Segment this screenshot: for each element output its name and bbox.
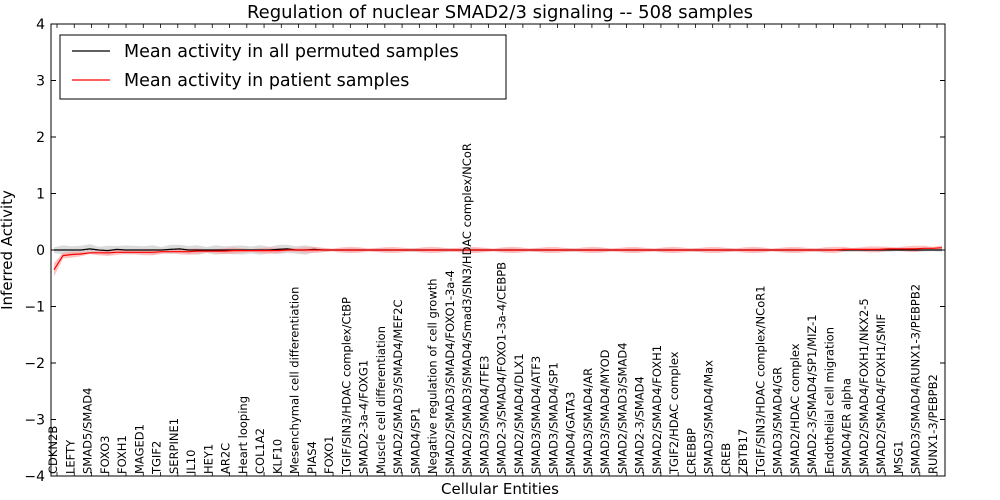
- y-tick-label: 1: [36, 187, 45, 203]
- entity-label: HEY1: [201, 444, 215, 474]
- legend-label-patient: Mean activity in patient samples: [124, 71, 409, 91]
- entity-label: FOXH1: [115, 435, 129, 474]
- entity-label: SMAD2-3/SMAD4: [633, 376, 647, 474]
- y-axis-ticks: −4 −3 −2 −1 0 1 2 3 4: [24, 17, 945, 485]
- entity-label: SMAD2-3a-4/FOXG1: [357, 360, 371, 474]
- y-tick-label: 4: [36, 17, 45, 33]
- y-tick-label: −2: [24, 356, 45, 372]
- entity-label: SMAD2-3/SMAD4/SP1/MIZ-1: [805, 314, 819, 474]
- entity-label: SMAD4/GATA3: [564, 392, 578, 474]
- legend-box: [59, 34, 507, 100]
- entity-label: TGIF2: [150, 441, 164, 475]
- entity-label: SMAD2/SMAD3/SMAD4: [615, 342, 629, 474]
- entity-label: SMAD2/SMAD4/FOXH1: [650, 345, 664, 474]
- entity-label: SMAD2/SMAD4/FOXH1/NKX2-5: [857, 298, 871, 474]
- entity-label: SMAD2/HDAC complex: [788, 343, 802, 474]
- entity-label: SMAD3/SMAD4/GR: [771, 367, 785, 474]
- entity-label: SMAD3/SMAD4/ATF3: [529, 356, 543, 474]
- entity-label: SERPINE1: [167, 418, 181, 474]
- y-tick-label: −3: [24, 413, 45, 429]
- entity-label: SMAD4/SP1: [408, 407, 422, 474]
- entity-label: CDKN2B: [46, 426, 60, 474]
- line-layer: [53, 247, 943, 271]
- entity-label: SMAD3/SMAD4/RUNX1-3/PEBPB2: [909, 284, 923, 474]
- x-axis-title: Cellular Entities: [441, 480, 559, 498]
- entity-label: TGIF2/HDAC complex: [667, 351, 681, 475]
- entity-label: TGIF/SIN3/HDAC complex/CtBP: [339, 297, 353, 475]
- series-line-patient: [53, 247, 943, 271]
- entity-label: AR2C: [219, 443, 233, 474]
- y-axis-title: Inferred Activity: [0, 190, 16, 310]
- y-tick-label: 3: [36, 74, 45, 90]
- entity-label: SMAD3/SMAD4/TFE3: [477, 355, 491, 474]
- entity-label: MSG1: [892, 441, 906, 474]
- entity-label: TGIF/SIN3/HDAC complex/NCoR1: [754, 285, 768, 475]
- entity-label: Heart looping: [236, 396, 250, 474]
- entity-label: SMAD5/SMAD4: [81, 388, 95, 474]
- entity-label: SMAD3/SMAD4/AR: [581, 368, 595, 474]
- entity-label: Muscle cell differentiation: [374, 326, 388, 474]
- entity-label: MAGED1: [132, 424, 146, 474]
- entity-label: RUNX1-3/PEBPB2: [926, 374, 940, 474]
- legend-label-permuted: Mean activity in all permuted samples: [124, 42, 459, 62]
- entity-label: ZBTB17: [736, 429, 750, 474]
- chart-title: Regulation of nuclear SMAD2/3 signaling …: [247, 2, 753, 23]
- entity-label: SMAD2/SMAD3/SMAD4/FOXO1-3a-4: [443, 270, 457, 474]
- entity-label: SMAD2/SMAD3/SMAD4/Smad3/SIN3/HDAC comple…: [460, 143, 474, 474]
- y-tick-label: −4: [24, 469, 45, 485]
- entity-label: LEFTY: [63, 439, 77, 474]
- entity-label: Endothelial cell migration: [823, 327, 837, 474]
- entity-label: FOXO1: [322, 436, 336, 474]
- entity-label: SMAD2/SMAD3/SMAD4/MEF2C: [391, 299, 405, 474]
- entity-label: SMAD2/SMAD4/DLX1: [512, 353, 526, 474]
- y-tick-label: 2: [36, 130, 45, 146]
- patient-confidence-band: [54, 245, 942, 277]
- entity-labels: CDKN2B LEFTY SMAD5/SMAD4 FOXO3 FOXH1 MAGED1 TG…: [46, 143, 940, 475]
- entity-label: FOXO3: [98, 436, 112, 474]
- entity-label: SMAD4/ER alpha: [840, 378, 854, 474]
- entity-label: Mesenchymal cell differentiation: [288, 287, 302, 474]
- entity-label: SMAD3/SMAD4/SP1: [546, 362, 560, 474]
- entity-label: KLF10: [270, 439, 284, 474]
- entity-label: COL1A2: [253, 428, 267, 474]
- entity-label: SMAD3/SMAD4/Max: [702, 360, 716, 474]
- entity-label: CREB: [719, 443, 733, 474]
- entity-label: PIAS4: [305, 441, 319, 474]
- entity-label: SMAD2/SMAD4/FOXH1/SMIF: [874, 314, 888, 474]
- entity-label: CREBBP: [684, 428, 698, 474]
- y-tick-label: −1: [24, 300, 45, 316]
- y-tick-label: 0: [36, 243, 45, 259]
- entity-label: SMAD3/SMAD4/MYOD: [598, 349, 612, 474]
- entity-label: Negative regulation of cell growth: [426, 278, 440, 474]
- entity-label: IL10: [184, 450, 198, 474]
- legend: Mean activity in all permuted samples Me…: [59, 34, 507, 100]
- entity-label: SMAD2-3/SMAD4/FOXO1-3a-4/CEBPB: [495, 262, 509, 474]
